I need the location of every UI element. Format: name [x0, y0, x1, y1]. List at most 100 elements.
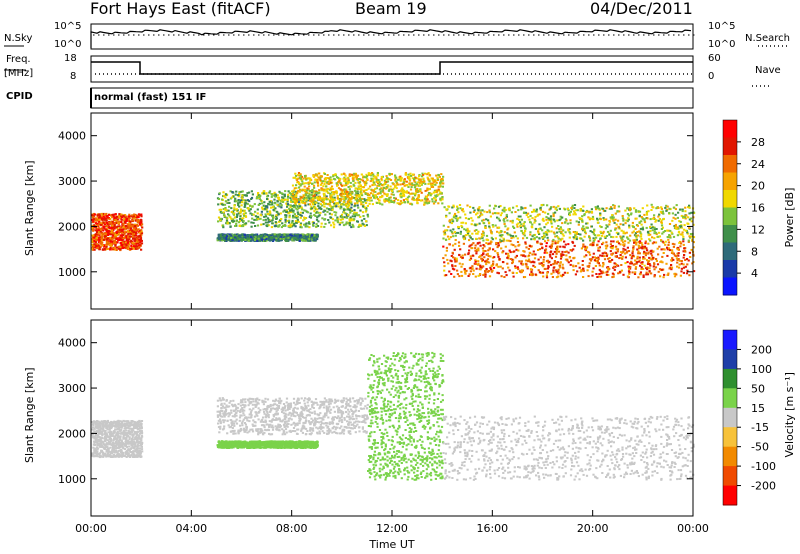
heatmap-cell: [292, 209, 295, 212]
heatmap-cell: [684, 217, 687, 220]
heatmap-cell: [319, 176, 322, 179]
heatmap-cell: [461, 256, 464, 259]
heatmap-cell: [673, 275, 677, 278]
heatmap-cell: [385, 181, 388, 183]
heatmap-cell: [485, 259, 488, 262]
heatmap-cell: [628, 272, 631, 275]
heatmap-cell: [386, 195, 389, 197]
heatmap-cell: [552, 266, 555, 269]
heatmap-cell: [612, 204, 615, 207]
heatmap-cell: [300, 179, 303, 182]
heatmap-cell: [106, 216, 109, 219]
heatmap-cell: [641, 262, 644, 265]
heatmap-cell: [137, 219, 140, 222]
heatmap-cell: [258, 196, 261, 199]
heatmap-cell: [300, 206, 303, 209]
heatmap-cell: [481, 260, 484, 263]
heatmap-cell: [230, 196, 234, 199]
heatmap-cell: [231, 191, 234, 193]
heatmap-cell: [492, 248, 495, 251]
heatmap-cell: [646, 273, 650, 276]
heatmap-cell: [576, 270, 579, 273]
heatmap-cell: [552, 271, 555, 274]
heatmap-cell: [639, 271, 642, 274]
heatmap-cell: [218, 192, 221, 195]
heatmap-cell: [131, 229, 134, 232]
heatmap-cell: [400, 178, 403, 181]
heatmap-cell: [392, 187, 395, 190]
heatmap-cell: [133, 234, 136, 237]
heatmap-cell: [505, 239, 508, 242]
heatmap-cell: [263, 207, 267, 210]
heatmap-cell: [251, 217, 254, 220]
heatmap-cell: [361, 222, 364, 225]
heatmap-cell: [564, 243, 567, 246]
heatmap-cell: [337, 177, 340, 179]
heatmap-cell: [635, 238, 638, 241]
heatmap-cell: [336, 216, 339, 219]
heatmap-cell: [255, 237, 258, 240]
heatmap-cell: [639, 273, 642, 276]
heatmap-cell: [257, 192, 260, 194]
heatmap-cell: [658, 231, 661, 234]
heatmap-cell: [331, 199, 334, 202]
heatmap-cell: [364, 210, 367, 213]
heatmap-cell: [510, 237, 513, 240]
heatmap-cell: [676, 252, 679, 255]
heatmap-cell: [363, 224, 366, 227]
heatmap-cell: [125, 241, 128, 244]
heatmap-cell: [315, 235, 318, 238]
heatmap-cell: [588, 237, 591, 240]
heatmap-cell: [297, 177, 300, 180]
heatmap-cell: [447, 262, 450, 265]
heatmap-cell: [220, 211, 223, 214]
heatmap-cell: [336, 195, 339, 197]
heatmap-cell: [138, 230, 142, 232]
heatmap-cell: [311, 182, 314, 185]
heatmap-cell: [344, 223, 347, 226]
heatmap-cell: [98, 215, 101, 218]
heatmap-cell: [557, 240, 560, 243]
heatmap-cell: [625, 251, 628, 254]
heatmap-cell: [217, 238, 220, 241]
heatmap-cell: [353, 172, 356, 175]
heatmap-cell: [619, 254, 622, 256]
heatmap-cell: [561, 263, 564, 266]
heatmap-cell: [285, 209, 288, 212]
heatmap-cell: [382, 190, 385, 193]
heatmap-cell: [362, 176, 365, 179]
heatmap-cell: [125, 215, 128, 218]
heatmap-cell: [599, 275, 603, 278]
heatmap-cell: [344, 182, 348, 185]
heatmap-cell: [249, 239, 252, 242]
heatmap-feature-6: [442, 203, 696, 242]
heatmap-cell: [456, 269, 459, 272]
heatmap-cell: [105, 243, 108, 246]
heatmap-cell: [331, 206, 334, 209]
heatmap-cell: [241, 194, 244, 197]
heatmap-cell: [332, 226, 336, 229]
heatmap-cell: [642, 257, 645, 260]
heatmap-cell: [375, 196, 379, 199]
heatmap-cell: [427, 188, 430, 191]
heatmap-cell: [91, 214, 94, 217]
heatmap-cell: [515, 254, 518, 257]
heatmap-cell: [347, 207, 350, 210]
heatmap-cell: [240, 204, 243, 207]
heatmap-cell: [526, 267, 529, 270]
heatmap-cell: [373, 181, 376, 184]
heatmap-cell: [219, 211, 222, 213]
heatmap-cell: [428, 192, 431, 194]
heatmap-cell: [299, 188, 302, 191]
heatmap-cell: [451, 244, 455, 247]
heatmap-cell: [541, 247, 544, 250]
heatmap-cell: [93, 224, 96, 227]
heatmap-cell: [339, 221, 342, 224]
heatmap-cell: [577, 233, 580, 235]
heatmap-cell: [365, 202, 368, 204]
heatmap-cell: [533, 218, 536, 221]
heatmap-cell: [320, 182, 323, 185]
heatmap-cell: [541, 271, 545, 274]
heatmap-cell: [650, 209, 653, 211]
heatmap-cell: [672, 252, 675, 255]
